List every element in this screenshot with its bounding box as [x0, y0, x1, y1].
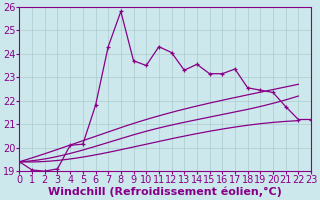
X-axis label: Windchill (Refroidissement éolien,°C): Windchill (Refroidissement éolien,°C): [48, 187, 282, 197]
